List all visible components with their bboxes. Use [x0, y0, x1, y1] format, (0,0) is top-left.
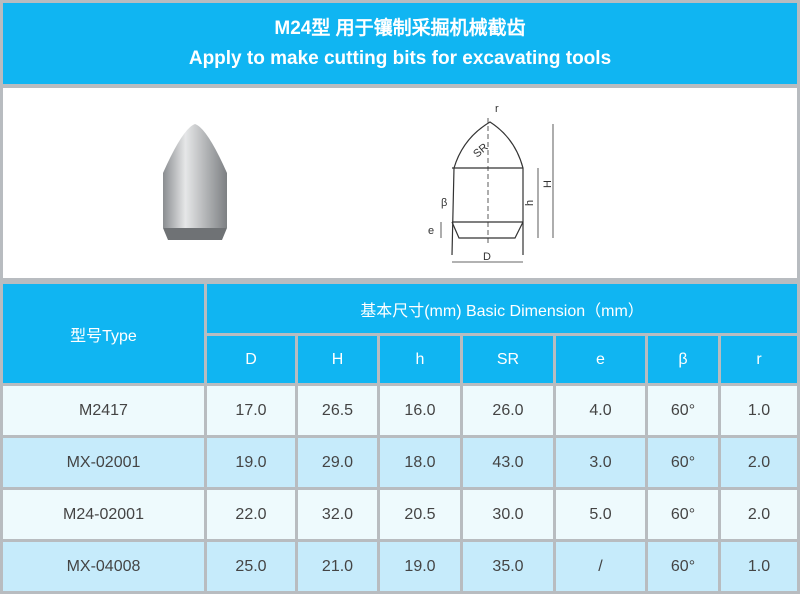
cell: M2417: [3, 386, 204, 435]
cell: M24-02001: [3, 490, 204, 539]
cell: 35.0: [463, 542, 553, 591]
cell: 18.0: [380, 438, 460, 487]
col-D: D: [207, 336, 295, 383]
product-illustration: r SR H h β e D: [163, 103, 554, 263]
col-h: h: [380, 336, 460, 383]
dimension-table: 型号Type 基本尺寸(mm) Basic Dimension（mm） D H …: [0, 281, 800, 594]
col-SR: SR: [463, 336, 553, 383]
title-en: Apply to make cutting bits for excavatin…: [188, 47, 612, 69]
cell: 5.0: [556, 490, 645, 539]
cell: 32.0: [298, 490, 377, 539]
cell: 60°: [648, 490, 718, 539]
col-e: e: [556, 336, 645, 383]
title-banner: M24型 用于镶制采掘机械截齿 Apply to make cutting bi…: [3, 3, 797, 84]
cell: 2.0: [721, 490, 797, 539]
cell: 16.0: [380, 386, 460, 435]
cell: 17.0: [207, 386, 295, 435]
cell: 22.0: [207, 490, 295, 539]
cell: MX-04008: [3, 542, 204, 591]
cell: 26.5: [298, 386, 377, 435]
col-H: H: [298, 336, 377, 383]
label-D: D: [483, 251, 491, 263]
cell: 2.0: [721, 438, 797, 487]
cell: 29.0: [298, 438, 377, 487]
cell: 4.0: [556, 386, 645, 435]
cell: 19.0: [380, 542, 460, 591]
label-e: e: [428, 225, 434, 237]
cell: 60°: [648, 542, 718, 591]
cell: 1.0: [721, 542, 797, 591]
type-header: 型号Type: [3, 284, 204, 383]
bit-photo: [163, 124, 227, 240]
table-row: M2417 17.0 26.5 16.0 26.0 4.0 60° 1.0: [3, 386, 797, 435]
cell: 1.0: [721, 386, 797, 435]
label-H: H: [542, 180, 554, 188]
cell: 21.0: [298, 542, 377, 591]
cell: 25.0: [207, 542, 295, 591]
cell: /: [556, 542, 645, 591]
cell: 30.0: [463, 490, 553, 539]
cell: MX-02001: [3, 438, 204, 487]
col-r: r: [721, 336, 797, 383]
label-beta: β: [441, 197, 447, 209]
title-zh: M24型 用于镶制采掘机械截齿: [274, 17, 526, 39]
product-image-panel: r SR H h β e D: [3, 88, 797, 278]
cell: 60°: [648, 386, 718, 435]
table-row: MX-04008 25.0 21.0 19.0 35.0/60° 1.0: [3, 542, 797, 591]
table-row: M24-02001 22.0 32.0 20.5 30.0 5.0 60° 2.0: [3, 490, 797, 539]
cell: 60°: [648, 438, 718, 487]
label-h: h: [524, 200, 536, 206]
table-row: MX-02001 19.0 29.0 18.0 43.0 3.0 60° 2.0: [3, 438, 797, 487]
group-header: 基本尺寸(mm) Basic Dimension（mm）: [207, 284, 797, 333]
cell: 3.0: [556, 438, 645, 487]
cell: 26.0: [463, 386, 553, 435]
label-r: r: [495, 103, 499, 115]
col-beta: β: [648, 336, 718, 383]
cell: 19.0: [207, 438, 295, 487]
cell: 20.5: [380, 490, 460, 539]
technical-drawing: r SR H h β e D: [428, 103, 554, 263]
cell: 43.0: [463, 438, 553, 487]
